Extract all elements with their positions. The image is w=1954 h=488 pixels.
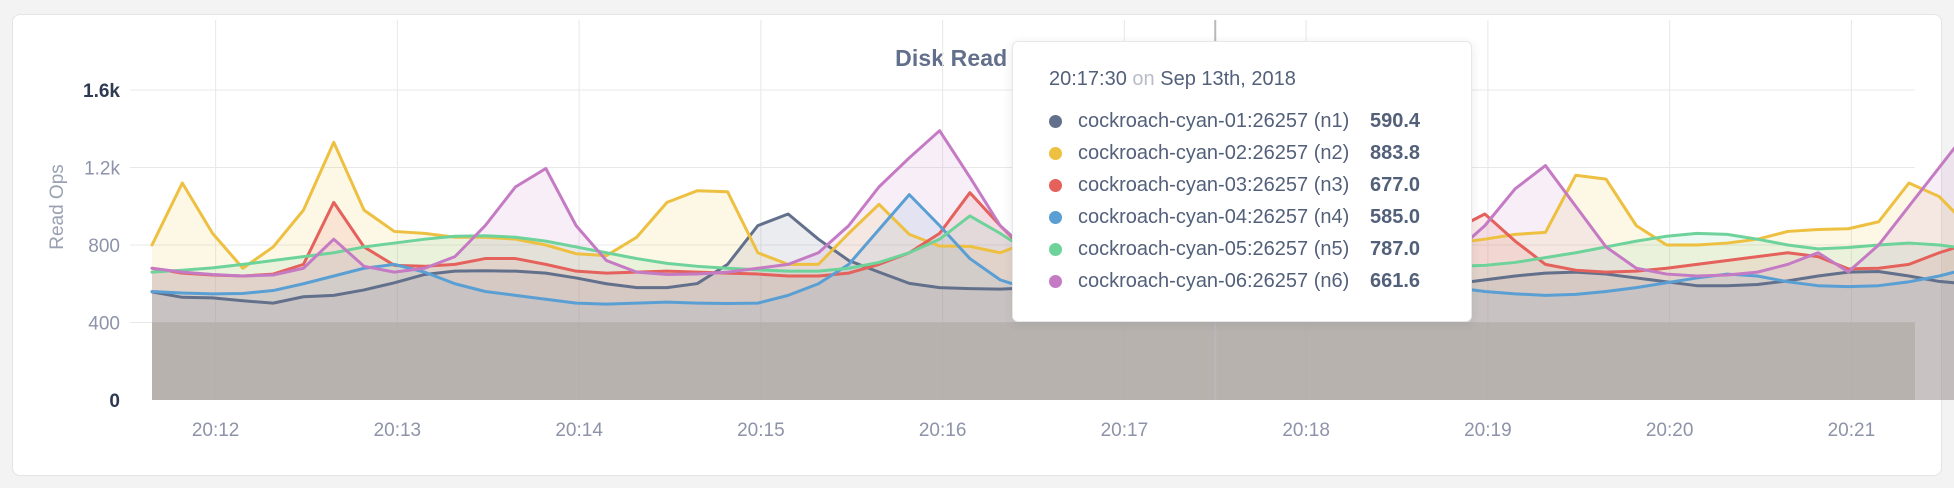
x-axis-tick-label: 20:21	[1828, 420, 1876, 441]
tooltip-row: cockroach-cyan-06:26257 (n6) 661.6	[1049, 265, 1441, 297]
tooltip-series-name: cockroach-cyan-06:26257 (n6)	[1078, 269, 1350, 292]
x-axis-tick-label: 20:19	[1464, 420, 1512, 441]
tooltip-series-value: 590.4	[1370, 109, 1421, 132]
tooltip-series-name: cockroach-cyan-04:26257 (n4)	[1078, 205, 1350, 228]
y-axis-tick-label: 0	[109, 391, 120, 412]
tooltip-series-name: cockroach-cyan-02:26257 (n2)	[1078, 141, 1350, 164]
baseline-shading	[152, 322, 1915, 400]
tooltip-date: Sep 13th, 2018	[1160, 68, 1296, 90]
x-axis-tick-label: 20:12	[192, 420, 240, 441]
y-axis-ticks-group: 0 400 800 1.2k 1.6k	[83, 81, 120, 412]
tooltip-series-value: 883.8	[1370, 141, 1421, 164]
x-axis-tick-label: 20:15	[737, 420, 785, 441]
series-color-dot-icon	[1049, 114, 1062, 128]
x-axis-tick-label: 20:13	[374, 420, 422, 441]
tooltip-time: 20:17:30	[1049, 68, 1127, 90]
series-color-dot-icon	[1049, 274, 1062, 288]
x-axis-tick-label: 20:20	[1646, 420, 1694, 441]
y-axis-tick-label: 1.2k	[84, 159, 120, 180]
tooltip-series-value: 585.0	[1370, 205, 1421, 228]
tooltip-row: cockroach-cyan-05:26257 (n5) 787.0	[1049, 233, 1441, 265]
tooltip-series-value: 677.0	[1370, 173, 1421, 196]
series-color-dot-icon	[1049, 146, 1062, 160]
x-axis-tick-label: 20:16	[919, 420, 967, 441]
series-color-dot-icon	[1049, 210, 1062, 224]
y-axis-tick-label: 1.6k	[83, 81, 120, 102]
tooltip-row: cockroach-cyan-03:26257 (n3) 677.0	[1049, 169, 1441, 201]
tooltip-series-value: 787.0	[1370, 237, 1421, 260]
tooltip-on-word: on	[1132, 68, 1155, 90]
gridlines-group	[130, 20, 1915, 400]
tooltip-row: cockroach-cyan-02:26257 (n2) 883.8	[1049, 137, 1441, 169]
tooltip-series-value: 661.6	[1370, 269, 1421, 292]
tooltip-timestamp: 20:17:30 on Sep 13th, 2018	[1049, 68, 1441, 91]
tooltip-series-name: cockroach-cyan-03:26257 (n3)	[1078, 173, 1350, 196]
y-axis-tick-label: 400	[88, 314, 120, 335]
tooltip-series-list: cockroach-cyan-01:26257 (n1) 590.4 cockroa…	[1049, 105, 1441, 297]
tooltip-series-name: cockroach-cyan-05:26257 (n5)	[1078, 237, 1350, 260]
series-color-dot-icon	[1049, 178, 1062, 192]
x-axis-tick-label: 20:14	[555, 420, 603, 441]
y-axis-tick-label: 800	[88, 236, 120, 257]
y-axis-title: Read Ops	[47, 164, 68, 250]
series-color-dot-icon	[1049, 242, 1062, 256]
x-axis-tick-label: 20:18	[1282, 420, 1330, 441]
hover-tooltip: 20:17:30 on Sep 13th, 2018 cockroach-cya…	[1012, 41, 1472, 322]
tooltip-row: cockroach-cyan-01:26257 (n1) 590.4	[1049, 105, 1441, 137]
tooltip-row: cockroach-cyan-04:26257 (n4) 585.0	[1049, 201, 1441, 233]
x-axis-tick-label: 20:17	[1101, 420, 1149, 441]
tooltip-series-name: cockroach-cyan-01:26257 (n1)	[1078, 109, 1350, 132]
x-axis-ticks-group: 20:12 20:13 20:14 20:15 20:16 20:17 20:18 20:19…	[192, 420, 1875, 441]
